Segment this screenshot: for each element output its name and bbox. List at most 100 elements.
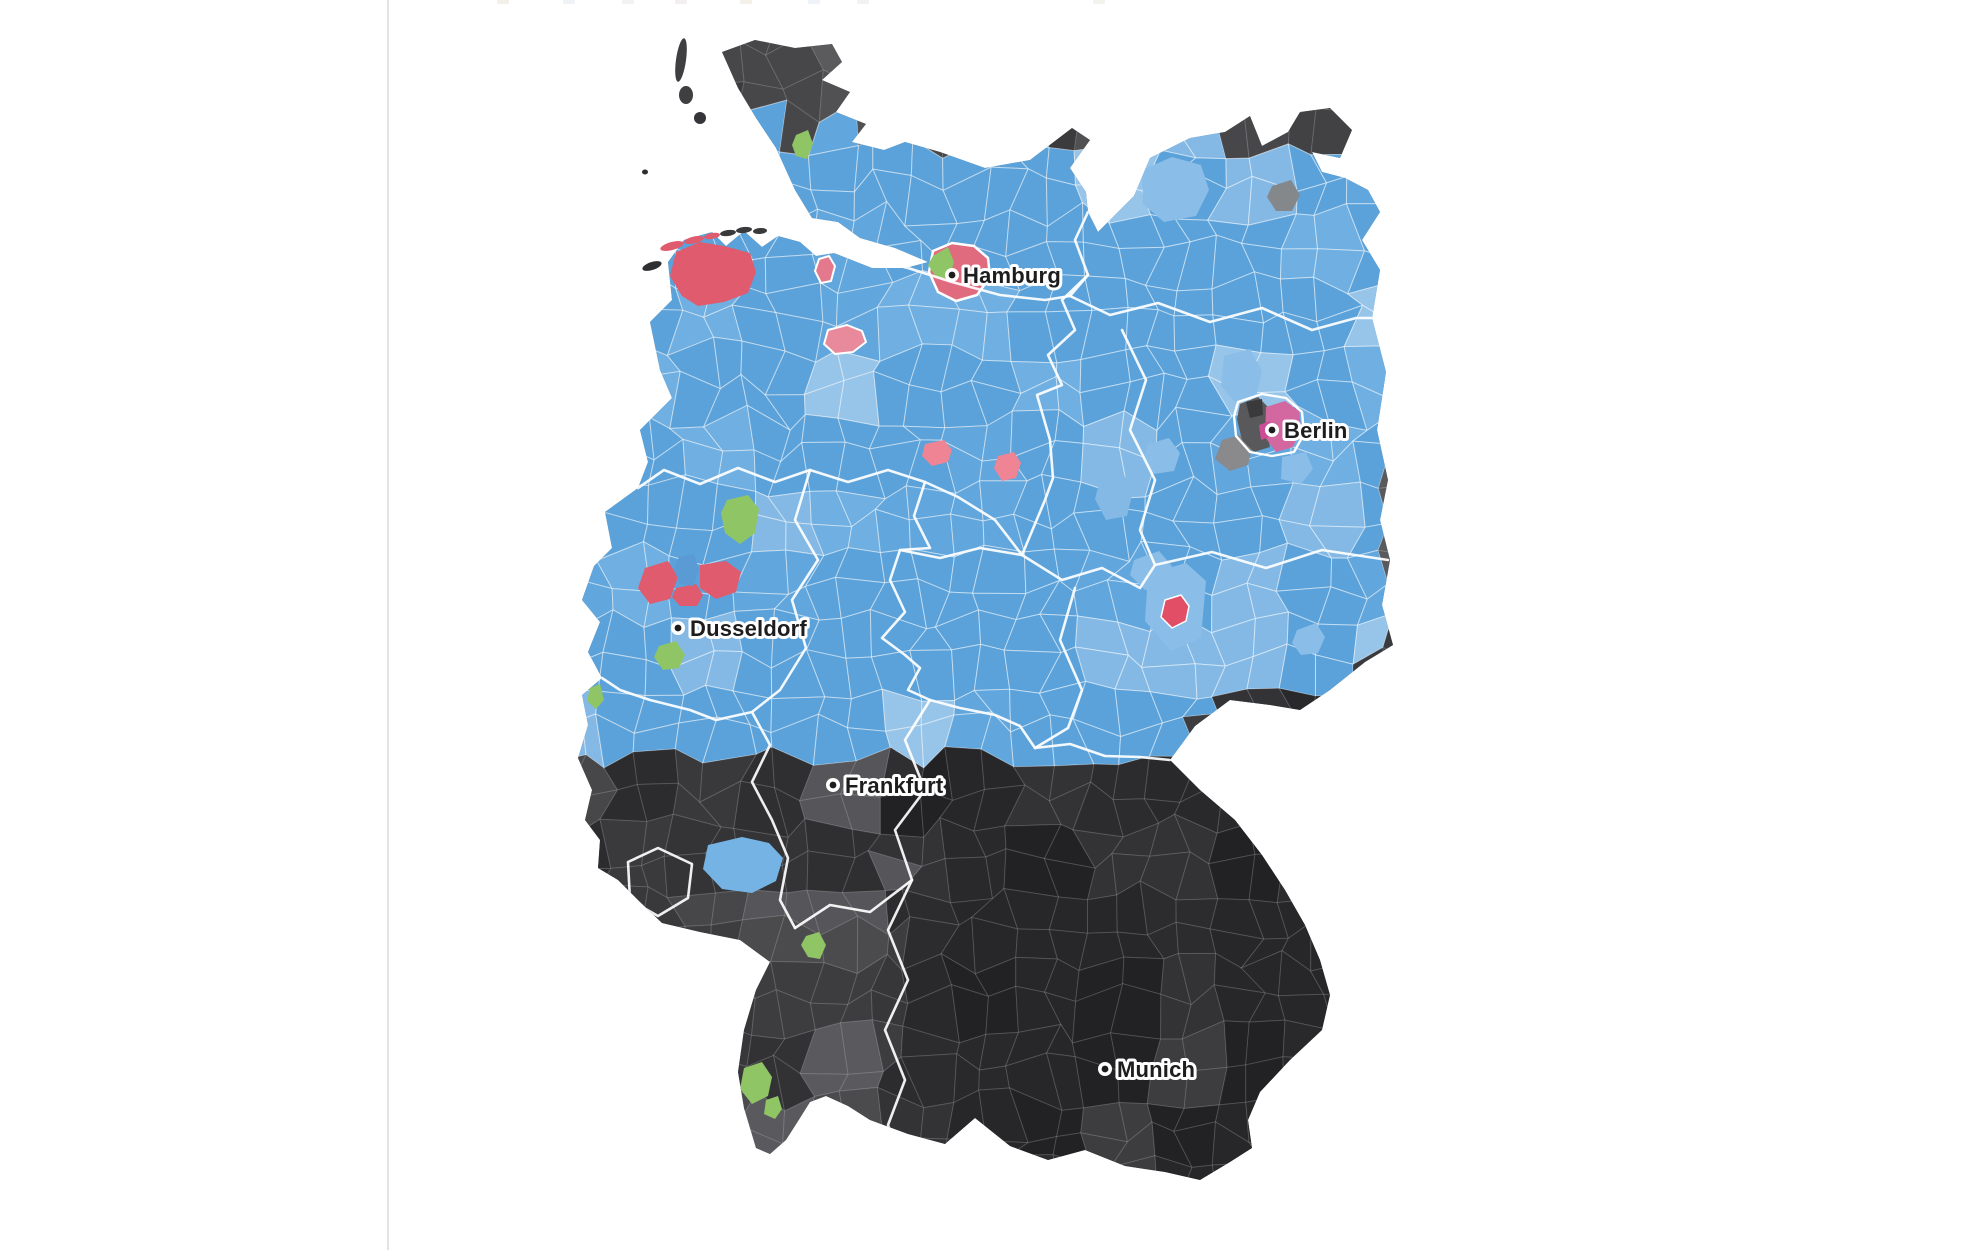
constituency-cell[interactable]: [604, 1058, 643, 1093]
constituency-cell[interactable]: [531, 372, 565, 431]
constituency-cell[interactable]: [605, 1121, 652, 1170]
constituency-cell[interactable]: [662, 1089, 702, 1139]
constituency-cell[interactable]: [528, 1101, 577, 1135]
constituency-cell[interactable]: [571, 509, 599, 565]
constituency-cell[interactable]: [633, 1058, 685, 1093]
constituency-cell[interactable]: [806, 850, 856, 894]
constituency-cell[interactable]: [1045, 1023, 1076, 1058]
constituency-cell[interactable]: [988, 1154, 1011, 1209]
constituency-cell[interactable]: [867, 1137, 926, 1178]
constituency-spot-cologne-green[interactable]: [654, 641, 685, 670]
constituency-cell[interactable]: [1211, 1161, 1265, 1200]
constituency-spot-flensburg-green[interactable]: [792, 130, 813, 159]
constituency-cell[interactable]: [572, 1, 599, 54]
constituency-cell[interactable]: [855, 99, 878, 147]
constituency-cell[interactable]: [570, 925, 621, 975]
constituency-cell[interactable]: [1117, 104, 1162, 151]
constituency-cell[interactable]: [698, 4, 746, 51]
island-red-3[interactable]: [704, 232, 721, 241]
constituency-cell[interactable]: [603, 751, 638, 791]
constituency-cell[interactable]: [944, 856, 994, 904]
constituency-cell[interactable]: [614, 345, 646, 381]
island-helgoland[interactable]: [642, 169, 648, 175]
constituency-cell[interactable]: [539, 1, 572, 53]
constituency-cell[interactable]: [1116, 74, 1149, 114]
constituency-cell[interactable]: [537, 238, 586, 278]
constituency-cell[interactable]: [702, 963, 757, 999]
constituency-cell[interactable]: [572, 867, 612, 904]
constituency-cell[interactable]: [764, 208, 819, 259]
constituency-cell[interactable]: [1010, 75, 1060, 117]
constituency-cell[interactable]: [799, 1072, 849, 1098]
constituency-cell[interactable]: [1377, 443, 1435, 490]
constituency-spot-muenster-green[interactable]: [721, 495, 759, 544]
constituency-cell[interactable]: [1223, 1020, 1250, 1068]
constituency-cell[interactable]: [902, 384, 946, 429]
constituency-cell[interactable]: [1382, 612, 1419, 668]
constituency-cell[interactable]: [579, 268, 619, 324]
constituency-spot-magdeburg-lightblue[interactable]: [1143, 438, 1180, 474]
constituency-cell[interactable]: [1241, 76, 1291, 116]
constituency-cell[interactable]: [846, 953, 889, 1006]
constituency-cell[interactable]: [1309, 694, 1369, 733]
constituency-spot-rostock-lightblue[interactable]: [1142, 157, 1209, 222]
constituency-cell[interactable]: [1139, 80, 1178, 125]
constituency-cell[interactable]: [648, 1121, 675, 1170]
constituency-cell[interactable]: [696, 146, 745, 192]
constituency-cell[interactable]: [1310, 107, 1361, 156]
constituency-cell[interactable]: [533, 689, 583, 720]
constituency-cell[interactable]: [527, 718, 587, 770]
constituency-cell[interactable]: [945, 1138, 990, 1174]
constituency-cell[interactable]: [1208, 853, 1256, 901]
constituency-cell[interactable]: [1139, 103, 1197, 159]
constituency-cell[interactable]: [634, 69, 682, 112]
constituency-cell[interactable]: [1276, 853, 1335, 904]
constituency-cell[interactable]: [1215, 1101, 1250, 1144]
island-red-2[interactable]: [683, 234, 704, 245]
constituency-cell[interactable]: [985, 848, 1007, 900]
constituency-cell[interactable]: [697, 98, 745, 149]
constituency-cell[interactable]: [545, 476, 582, 523]
constituency-cell[interactable]: [596, 69, 639, 105]
constituency-cell[interactable]: [902, 984, 961, 1044]
constituency-cell[interactable]: [640, 925, 687, 969]
constituency-cell[interactable]: [603, 1000, 653, 1038]
constituency-cell[interactable]: [527, 321, 585, 346]
constituency-cell[interactable]: [709, 919, 744, 974]
constituency-cell[interactable]: [1073, 74, 1130, 114]
constituency-cell[interactable]: [612, 377, 651, 423]
constituency-cell[interactable]: [671, 965, 711, 998]
constituency-cell[interactable]: [644, 984, 678, 1029]
constituency-cell[interactable]: [528, 1057, 584, 1105]
constituency-spot-bremerhaven-red[interactable]: [814, 255, 836, 284]
constituency-cell[interactable]: [667, 1157, 720, 1205]
constituency-cell[interactable]: [739, 147, 781, 192]
constituency-cell[interactable]: [1179, 1164, 1220, 1200]
island-dark-3[interactable]: [753, 227, 767, 235]
constituency-cell[interactable]: [664, 42, 717, 86]
constituency-cell[interactable]: [676, 1017, 717, 1063]
constituency-cell[interactable]: [597, 37, 637, 89]
constituency-cell[interactable]: [671, 984, 706, 1029]
constituency-cell[interactable]: [605, 206, 646, 252]
constituency-cell[interactable]: [1071, 982, 1124, 1044]
constituency-cell[interactable]: [527, 339, 566, 391]
constituency-cell[interactable]: [785, 1167, 819, 1195]
constituency-spot-hannover-red-1[interactable]: [922, 440, 952, 466]
constituency-cell[interactable]: [1048, 763, 1095, 802]
constituency-cell[interactable]: [567, 1090, 619, 1142]
constituency-spot-gelsenkirchen-blue[interactable]: [674, 554, 699, 586]
constituency-spot-karlsruhe-green[interactable]: [801, 932, 826, 959]
constituency-cell[interactable]: [981, 311, 1012, 362]
constituency-spot-freiburg-green-2[interactable]: [764, 1096, 782, 1119]
constituency-cell[interactable]: [781, 817, 809, 867]
constituency-cell[interactable]: [939, 788, 986, 832]
constituency-cell[interactable]: [1245, 1095, 1285, 1144]
island-amrum[interactable]: [694, 112, 706, 124]
constituency-spot-hannover-red-2[interactable]: [994, 452, 1021, 481]
constituency-spot-ruegen-gray[interactable]: [1267, 180, 1300, 211]
constituency-cell[interactable]: [567, 1057, 617, 1103]
constituency-cell[interactable]: [545, 64, 582, 114]
constituency-cell[interactable]: [1278, 687, 1317, 734]
constituency-cell[interactable]: [1245, 1056, 1285, 1103]
